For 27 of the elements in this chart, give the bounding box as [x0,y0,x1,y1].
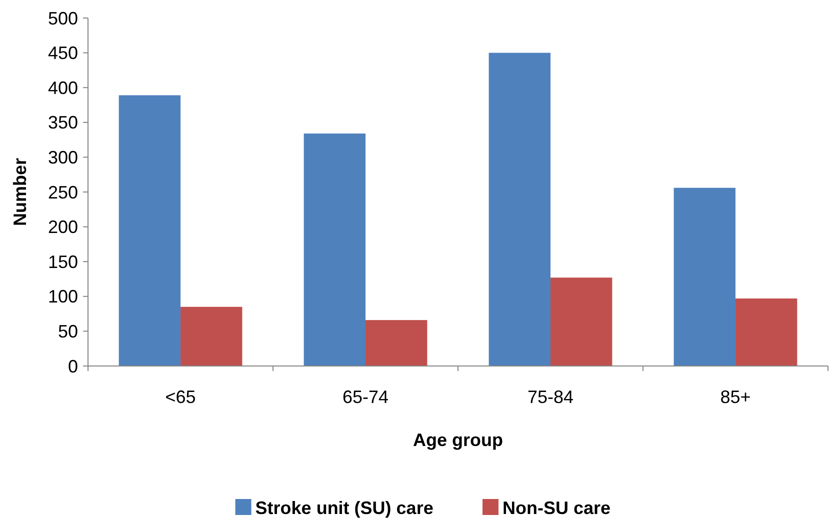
y-axis-title: Number [10,158,30,226]
y-tick-label: 400 [48,78,78,98]
legend-label: Non-SU care [502,498,611,518]
y-tick-label: 350 [48,112,78,133]
y-tick-label: 250 [48,182,78,202]
bar [550,278,612,366]
y-tick-label: 300 [48,148,78,168]
y-tick-label: 150 [48,252,78,272]
y-tick-label: 100 [48,286,78,307]
y-tick-label: 500 [48,8,78,28]
bar [674,188,736,366]
x-axis-title: Age group [413,430,503,450]
y-tick-label: 0 [68,356,78,376]
x-tick-label: 85+ [720,387,751,407]
x-tick-label: <65 [165,387,196,407]
bar [366,320,428,366]
y-tick-label: 450 [48,43,78,64]
y-tick-label: 50 [58,322,78,342]
legend-label: Stroke unit (SU) care [255,498,434,518]
bar [304,134,366,366]
y-tick-label: 200 [48,217,78,238]
bar [180,306,242,366]
bar [118,95,181,366]
bar [488,52,550,366]
x-tick-label: 75-84 [527,387,574,407]
x-tick-label: 65-74 [342,387,389,407]
bar [735,298,798,366]
